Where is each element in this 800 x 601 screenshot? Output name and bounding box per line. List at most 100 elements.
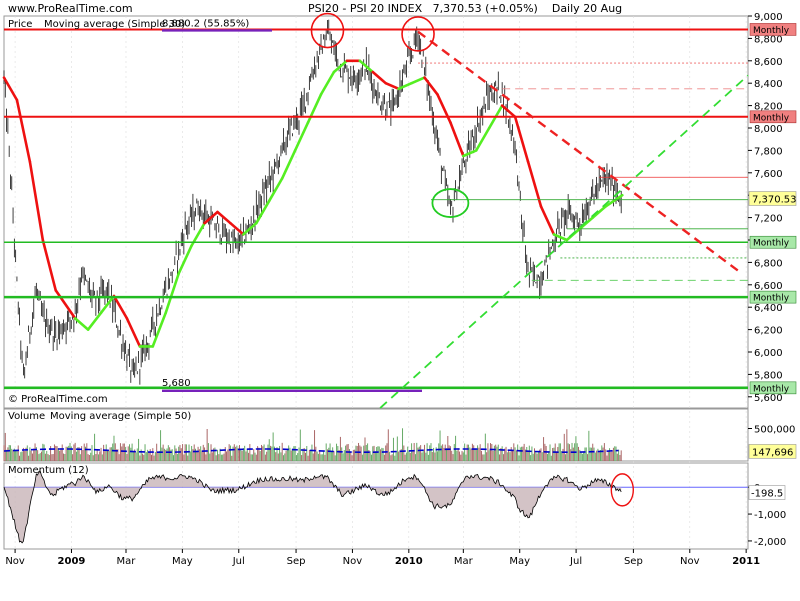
moving-average-segment [164, 272, 180, 315]
moving-average-segment [319, 70, 336, 96]
x-tick-label: Nov [680, 556, 700, 567]
moving-average-segment [203, 210, 219, 225]
x-tick-label: Sep [624, 556, 643, 567]
y-tick-label: 6,800 [754, 258, 783, 269]
moving-average-segment [54, 289, 77, 320]
x-tick-label: 2010 [395, 556, 423, 567]
x-tick-label: May [509, 556, 530, 567]
momentum-panel-title: Momentum (12) [8, 465, 89, 476]
y-tick-label: 6,000 [754, 348, 783, 359]
moving-average-segment [177, 244, 193, 275]
high-label: 8,880.2 (55.85%) [162, 18, 249, 29]
moving-average-segment [280, 149, 297, 180]
y-tick-label: 5,600 [754, 393, 783, 404]
y-tick-label: 8,600 [754, 57, 783, 68]
moving-average-segment [255, 199, 271, 225]
x-tick-label: Sep [287, 556, 306, 567]
y-tick-label: 8,200 [754, 102, 783, 113]
resistance-tag [749, 110, 797, 124]
moving-average-segment [2, 76, 19, 102]
y-tick-label: 7,600 [754, 169, 783, 180]
moving-average-segment [423, 76, 439, 96]
moving-average-segment [41, 238, 58, 292]
volume-legend: Moving average (Simple 50) [50, 411, 191, 422]
x-tick-label: Nov [5, 556, 25, 567]
momentum-line [3, 470, 622, 544]
chart-header: www.ProRealTime.com PSI20 - PSI 20 INDEX… [0, 0, 800, 18]
price-panel-title: Price [8, 19, 32, 30]
x-tick-label: Mar [454, 556, 474, 567]
y-tick-label: -1,000 [754, 510, 786, 521]
volume-moving-average [3, 448, 619, 454]
momentum-last-tag [748, 485, 786, 500]
moving-average-segment [332, 59, 349, 74]
moving-average-segment [500, 104, 517, 119]
y-tick-label: 6,600 [754, 281, 783, 292]
moving-average-segment [242, 221, 258, 236]
y-tick-label: 7,200 [754, 214, 783, 225]
last-value-label: 7,370.53 [752, 195, 797, 206]
moving-average-segment [526, 160, 543, 208]
y-tick-label: 6,200 [754, 326, 783, 337]
trough-circle [431, 188, 470, 218]
moving-average-segment [410, 76, 426, 85]
moving-average-segment [229, 221, 245, 236]
moving-average-segment [462, 149, 478, 158]
moving-average-segment [384, 81, 400, 91]
moving-average-segment [449, 121, 465, 158]
date: 20 Aug [583, 2, 623, 15]
moving-average-segment [474, 126, 491, 152]
y-tick-label: 7,800 [754, 146, 783, 157]
y-tick-label: 8,000 [754, 124, 783, 135]
peak-circle [401, 16, 435, 52]
x-tick-label: 2009 [58, 556, 86, 567]
x-tick-label: Jul [569, 556, 582, 567]
moving-average-segment [358, 59, 375, 74]
period: Daily [551, 2, 580, 15]
support-tag-label: Monthly [753, 294, 790, 304]
x-tick-label: Mar [117, 556, 137, 567]
site-name[interactable]: www.ProRealTime.com [8, 2, 133, 15]
moving-average-segment [371, 70, 388, 85]
support-tag [749, 235, 797, 249]
x-tick-label: Jul [232, 556, 245, 567]
volume-last-tag [748, 444, 797, 459]
resistance-tag [749, 23, 797, 36]
moving-average-segment [125, 317, 142, 348]
moving-average-segment [397, 81, 413, 91]
price-panel [3, 15, 749, 409]
moving-average-segment [112, 294, 129, 320]
support-tag [749, 290, 797, 304]
moving-average-segment [15, 98, 32, 163]
momentum-circle [610, 473, 635, 507]
moving-average-segment [99, 294, 116, 315]
moving-average-segment [28, 160, 45, 242]
moving-average-segment [216, 210, 232, 225]
support-tag-label: Monthly [753, 239, 790, 249]
y-tick-label: 8,800 [754, 34, 783, 45]
volume-panel-title: Volume [8, 411, 45, 422]
moving-average-segment [293, 121, 310, 152]
y-tick-label: 9,000 [754, 12, 783, 23]
last-value-tag [748, 191, 797, 206]
y-tick-label: 5,800 [754, 370, 783, 381]
moving-average-segment [591, 205, 607, 219]
moving-average-segment [86, 311, 103, 331]
moving-average-segment [73, 317, 90, 331]
y-tick-label: 500,000 [754, 425, 795, 436]
y-tick-label: 8,400 [754, 79, 783, 90]
price-legend: Moving average (Simple 30) [44, 19, 185, 30]
momentum-panel [3, 462, 749, 550]
moving-average-segment [604, 193, 624, 208]
instrument-info: PSI20 - PSI 20 INDEX 7,370.53 (+0.05%) D… [308, 2, 622, 15]
downtrend-line [417, 30, 743, 275]
moving-average-segment [513, 115, 530, 163]
instrument-name: PSI20 - PSI 20 INDEX [308, 2, 423, 15]
support-tag [749, 381, 797, 395]
uptrend-line [379, 74, 749, 409]
moving-average-segment [552, 233, 569, 242]
instrument-last-value: 7,370.53 [432, 2, 482, 15]
volume-bars [3, 428, 622, 461]
instrument-change: (+0.05%) [485, 2, 538, 15]
